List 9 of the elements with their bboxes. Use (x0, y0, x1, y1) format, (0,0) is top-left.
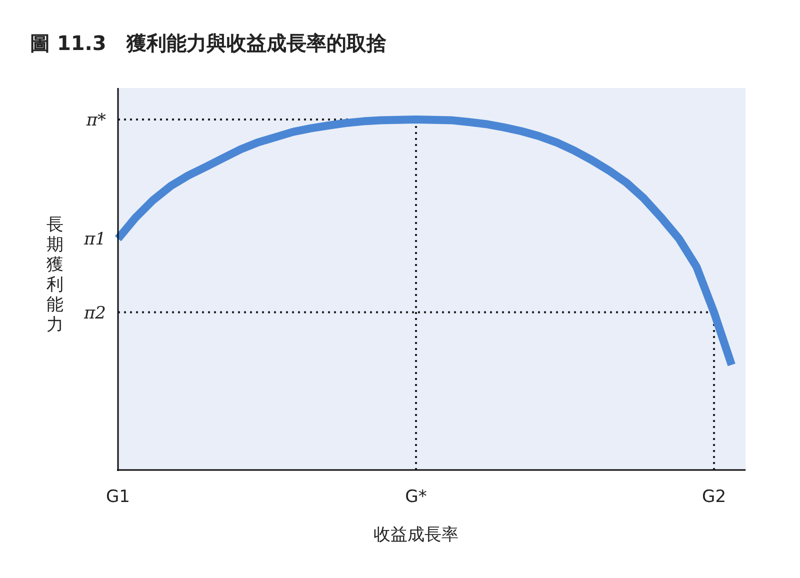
annotation: π1 (83, 230, 106, 250)
x-axis-title: 收益成長率 (374, 525, 458, 545)
y-axis-title: 長期獲利能力 (46, 215, 64, 335)
x-tick-label: G* (405, 487, 427, 507)
x-tick-label: G1 (106, 487, 130, 507)
chart-title: 圖 11.3 獲利能力與收益成長率的取捨 (30, 31, 388, 55)
ref-line-label: π2 (83, 303, 106, 324)
x-tick-label: G2 (702, 487, 726, 507)
ref-line-label: π* (85, 110, 106, 131)
